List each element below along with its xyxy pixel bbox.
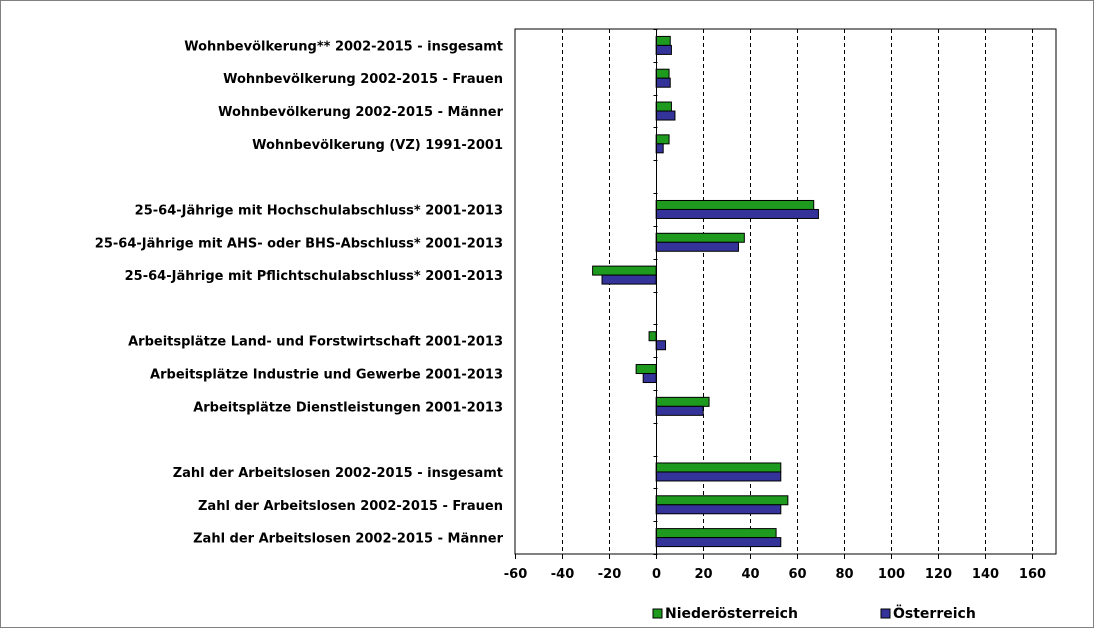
bar-oesterreich: [655, 241, 739, 252]
legend-swatch: [880, 608, 891, 619]
bar-oesterreich: [601, 274, 657, 285]
x-tick-label: 20: [694, 567, 712, 582]
category-label: Wohnbevölkerung 2002-2015 - Frauen: [223, 72, 503, 87]
bar-niederoesterreich: [655, 462, 782, 473]
category-label: Wohnbevölkerung** 2002-2015 - insgesamt: [184, 39, 503, 54]
category-labels: Wohnbevölkerung** 2002-2015 - insgesamt W…: [95, 39, 504, 546]
x-tick-label: -20: [598, 567, 622, 582]
bar-oesterreich: [655, 110, 676, 121]
plot-area: [514, 28, 1057, 555]
bar-niederoesterreich: [655, 101, 672, 112]
bar-niederoesterreich: [655, 134, 670, 145]
bar-niederoesterreich: [592, 265, 657, 276]
x-tick-label: 120: [925, 567, 952, 582]
bar-niederoesterreich: [655, 68, 670, 79]
category-label: 25-64-Jährige mit AHS- oder BHS-Abschlus…: [95, 236, 503, 251]
legend-label: Österreich: [893, 604, 976, 622]
bar-niederoesterreich: [655, 528, 777, 539]
category-label: Zahl der Arbeitslosen 2002-2015 - Frauen: [198, 499, 503, 514]
bar-oesterreich: [655, 405, 704, 416]
x-tick-label: 100: [878, 567, 905, 582]
category-label: Zahl der Arbeitslosen 2002-2015 - insges…: [173, 466, 503, 481]
bar-niederoesterreich: [655, 199, 815, 210]
category-label: Arbeitsplätze Dienstleistungen 2001-2013: [193, 400, 503, 415]
x-tick-label: -40: [551, 567, 575, 582]
x-tick-label: 160: [1019, 567, 1046, 582]
x-tick-label: 80: [835, 567, 853, 582]
bar-oesterreich: [642, 373, 657, 384]
legend-swatch: [652, 608, 663, 619]
x-tick-label: 140: [972, 567, 999, 582]
category-label: Wohnbevölkerung (VZ) 1991-2001: [252, 138, 503, 153]
bar-niederoesterreich: [655, 396, 710, 407]
bars: [592, 35, 819, 548]
bar-niederoesterreich: [655, 232, 745, 243]
legend: Niederösterreich Österreich: [652, 604, 976, 622]
bar-niederoesterreich: [655, 495, 789, 506]
x-tick-label: 40: [741, 567, 759, 582]
x-tick-label: 60: [788, 567, 806, 582]
bar-oesterreich: [655, 44, 672, 55]
category-label: 25-64-Jährige mit Pflichtschulabschluss*…: [125, 269, 503, 284]
bar-oesterreich: [655, 143, 664, 154]
category-label: Arbeitsplätze Land- und Forstwirtschaft …: [128, 335, 503, 350]
bar-oesterreich: [655, 504, 782, 515]
bar-niederoesterreich: [635, 364, 657, 375]
category-label: Zahl der Arbeitslosen 2002-2015 - Männer: [193, 532, 503, 547]
legend-label: Niederösterreich: [665, 606, 798, 622]
bar-oesterreich: [655, 537, 782, 548]
x-tick-label: 0: [652, 567, 661, 582]
bar-oesterreich: [655, 208, 819, 219]
category-label: Arbeitsplätze Industrie und Gewerbe 2001…: [150, 368, 503, 383]
grid-lines: [562, 29, 1033, 554]
x-tick-label: -60: [504, 567, 528, 582]
bar-oesterreich: [655, 471, 782, 482]
bar-oesterreich: [655, 77, 671, 88]
x-tick-labels: -60 -40 -20 0 20 40 60 80 100 120 140 160: [504, 567, 1046, 582]
axes: [514, 28, 1057, 559]
bar-oesterreich: [655, 340, 667, 351]
bar-niederoesterreich: [655, 35, 671, 46]
bar-niederoesterreich: [648, 331, 657, 342]
category-label: 25-64-Jährige mit Hochschulabschluss* 20…: [135, 203, 503, 218]
category-label: Wohnbevölkerung 2002-2015 - Männer: [218, 105, 503, 120]
